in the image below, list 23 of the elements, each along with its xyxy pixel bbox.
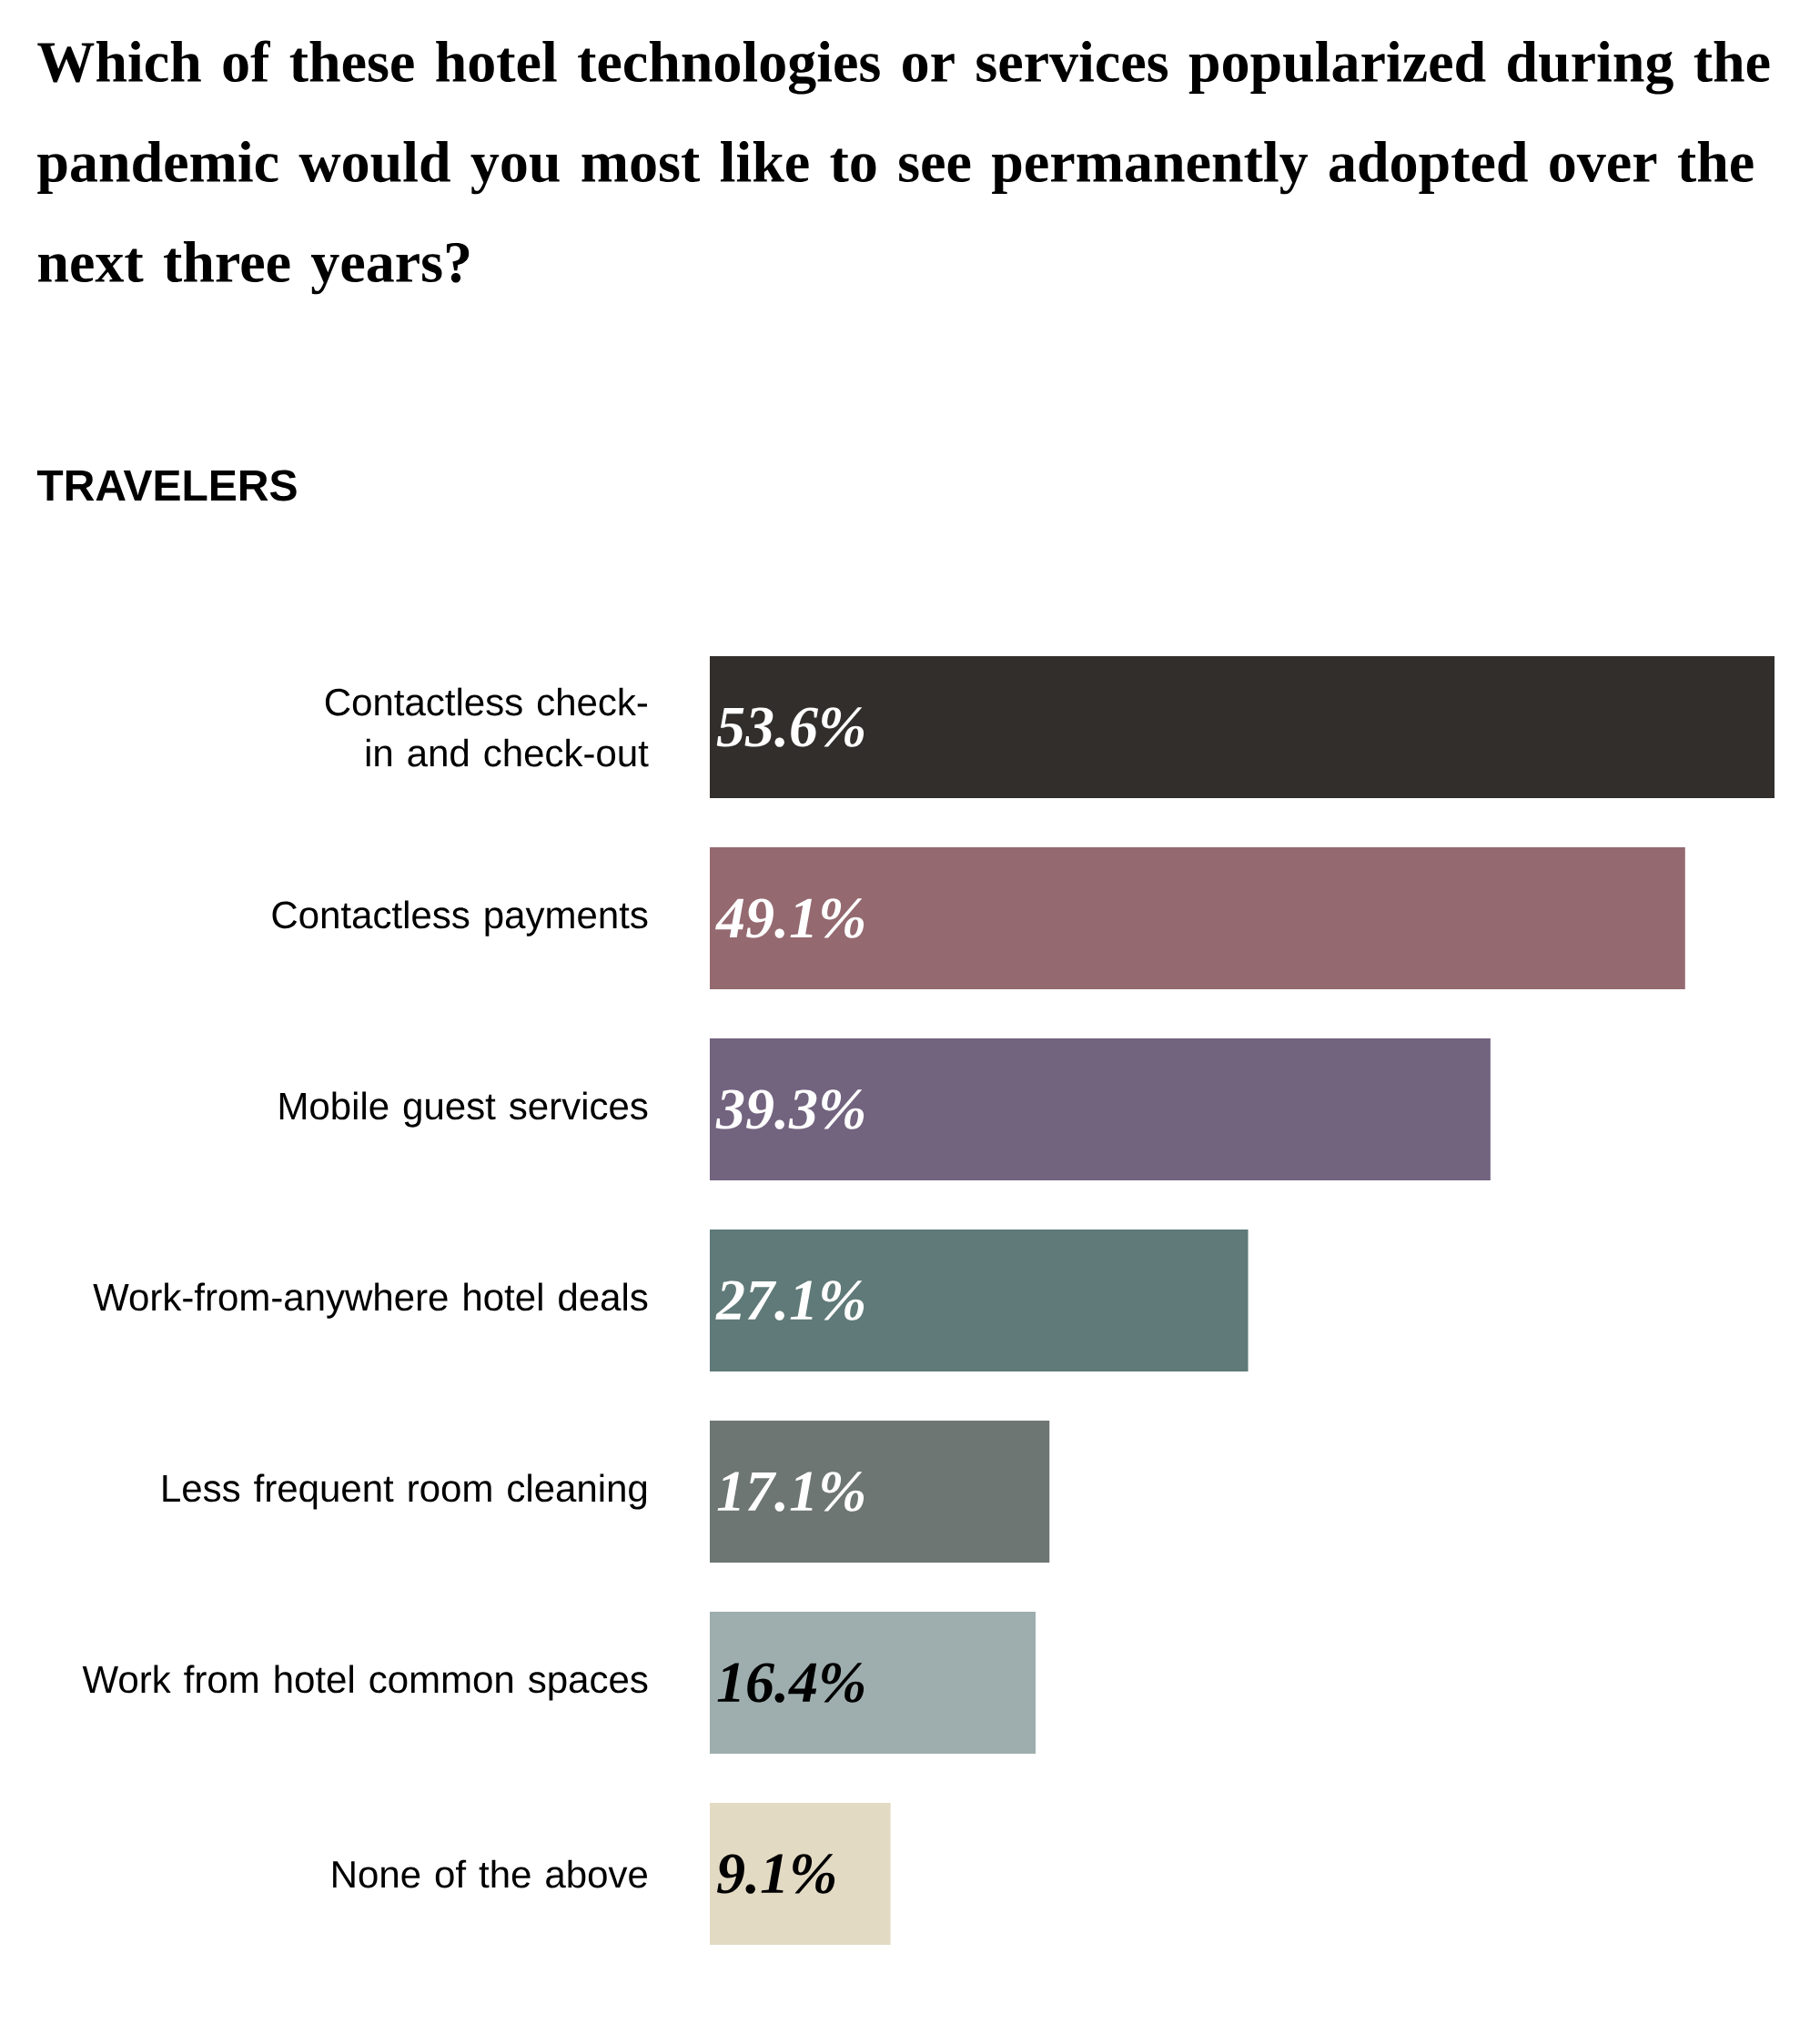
bar xyxy=(710,1038,1491,1181)
y-tick-label: Less frequent room cleaning xyxy=(163,1473,647,1510)
bar xyxy=(710,1230,1249,1372)
y-tick-label: Mobile guest services xyxy=(279,1091,648,1128)
bar xyxy=(710,1612,1036,1755)
data-label: 16.4% xyxy=(717,1663,864,1703)
bar xyxy=(710,847,1685,990)
bar xyxy=(710,1421,1050,1564)
data-label: 53.6% xyxy=(716,707,864,747)
bar xyxy=(710,1803,891,1946)
data-label: 9.1% xyxy=(717,1854,835,1894)
data-label: 17.1% xyxy=(717,1472,864,1512)
data-label: 27.1% xyxy=(715,1280,864,1321)
y-tick-label: Work-from-anywhere hotel deals xyxy=(93,1282,648,1319)
y-tick-label: Work from hotel common spaces xyxy=(82,1665,648,1701)
y-tick-label: Contactless check-in and check-out xyxy=(325,687,649,767)
bar xyxy=(710,656,1775,799)
y-tick-label: Contactless payments xyxy=(272,900,648,936)
chart-title: Which of these hotel technologies or services popularized during the pandemic would you most like to see permanently adopted over the next three years? xyxy=(37,40,1770,295)
data-label: 49.1% xyxy=(715,898,864,938)
text: TRAVELERS xyxy=(36,470,297,501)
y-tick-label: None of the above xyxy=(333,1859,647,1888)
data-label: 39.3% xyxy=(715,1089,864,1129)
